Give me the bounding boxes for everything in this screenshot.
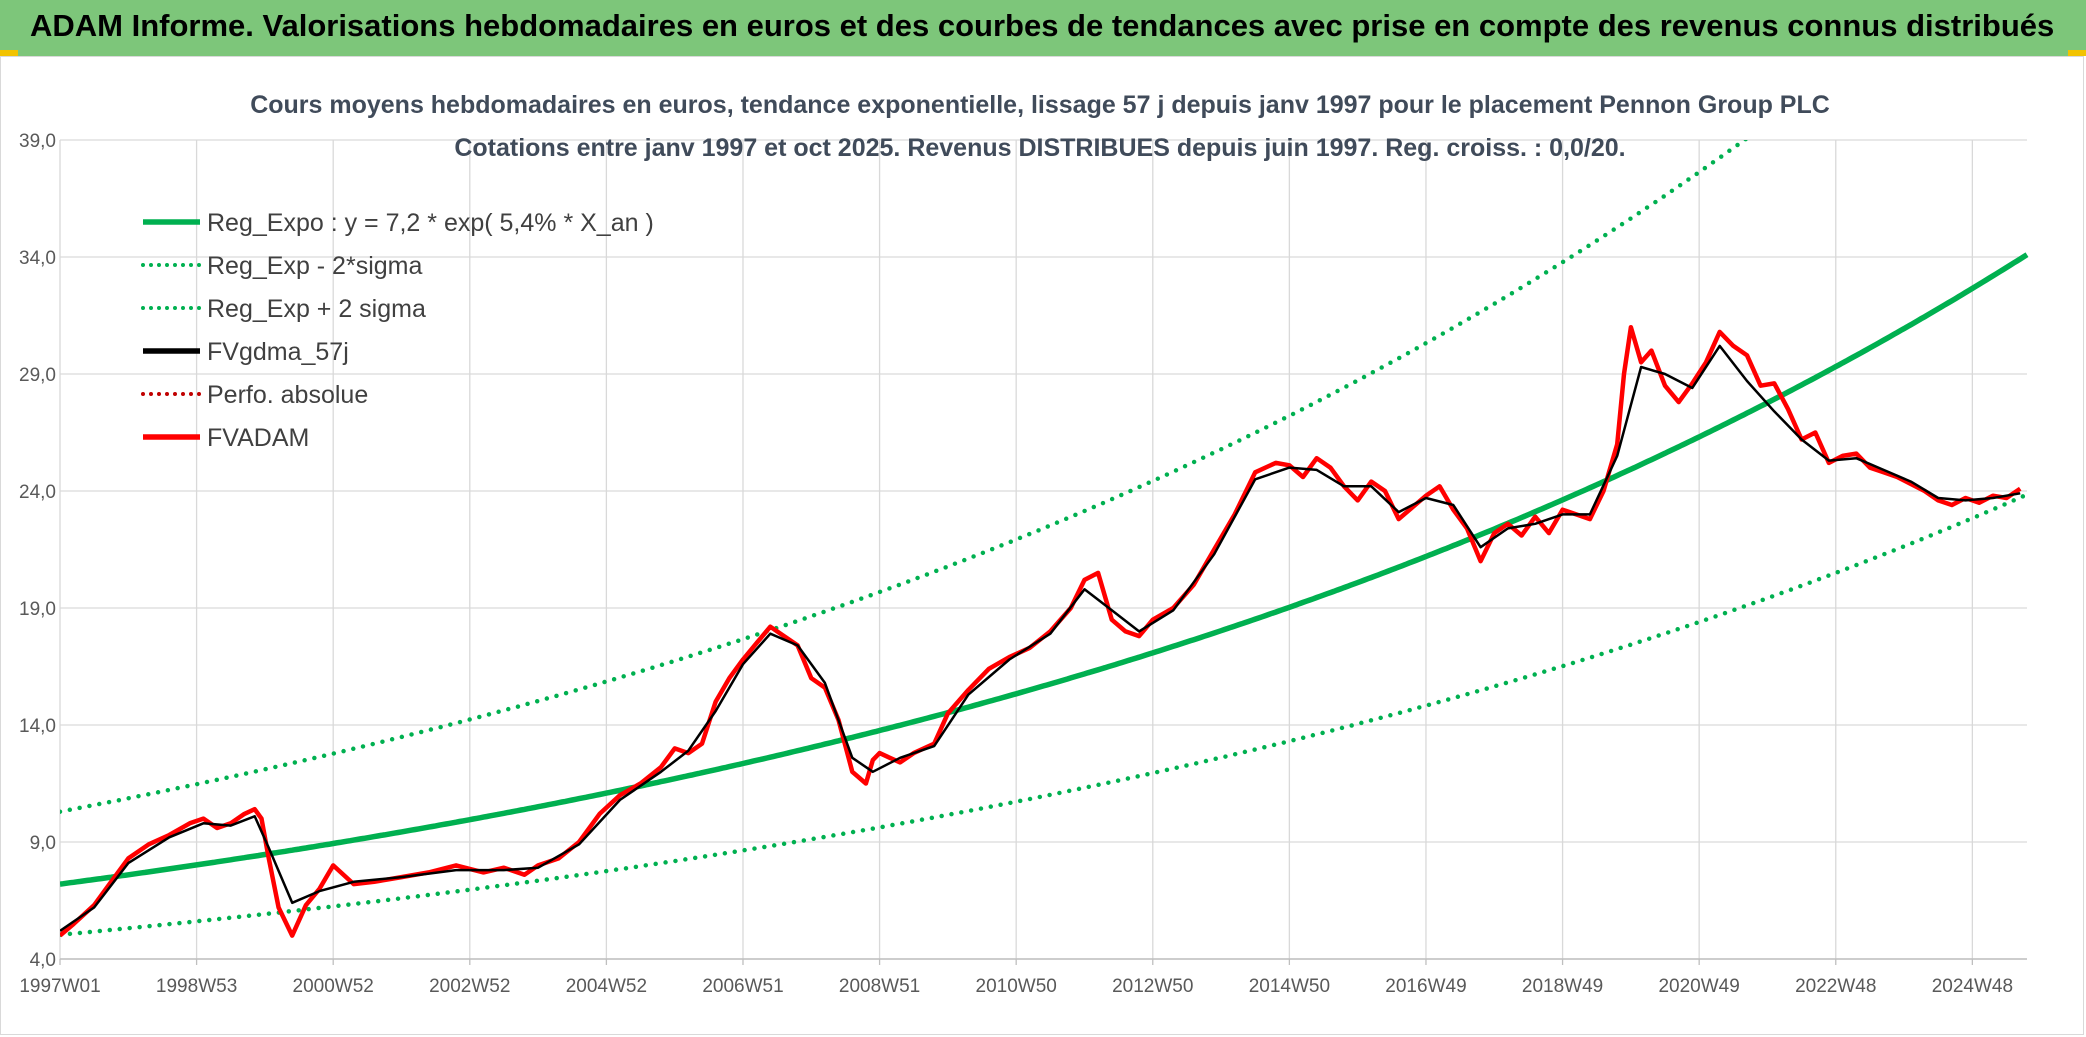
x-tick-label: 2006W51 — [702, 976, 783, 997]
plot-area — [60, 140, 2030, 938]
legend-label: Reg_Exp - 2*sigma — [207, 252, 422, 280]
corner-mark-left — [0, 50, 18, 56]
x-tick-label: 2024W48 — [1932, 976, 2013, 997]
y-tick-label: 9,0 — [30, 833, 56, 854]
y-tick-label: 14,0 — [19, 716, 56, 737]
y-tick-label: 39,0 — [19, 131, 56, 152]
regression-expo-line — [60, 252, 2029, 887]
regression-minus-2sigma-line — [60, 492, 2030, 938]
fvgdma-series-line — [60, 344, 2021, 932]
header-banner: ADAM Informe. Valorisations hebdomadaire… — [0, 0, 2086, 56]
legend-label: Reg_Exp + 2 sigma — [207, 295, 426, 323]
y-tick-label: 34,0 — [19, 248, 56, 269]
x-tick-label: 2022W48 — [1795, 976, 1876, 997]
legend-label: Perfo. absolue — [207, 381, 368, 409]
y-tick-label: 19,0 — [19, 599, 56, 620]
x-tick-label: 1997W01 — [19, 976, 100, 997]
x-tick-label: 1998W53 — [156, 976, 237, 997]
chart-subtitle: Cotations entre janv 1997 et oct 2025. R… — [454, 134, 1625, 162]
legend-label: FVgdma_57j — [207, 338, 349, 366]
y-axis-ticks: 4,0 9,0 14,0 19,0 24,0 29,0 34,0 39,0 — [19, 131, 56, 971]
y-tick-label: 4,0 — [30, 950, 56, 971]
x-tick-label: 2002W52 — [429, 976, 510, 997]
fvadam-series-line — [60, 324, 2022, 938]
x-tick-label: 2000W52 — [293, 976, 374, 997]
page-title: ADAM Informe. Valorisations hebdomadaire… — [30, 8, 2055, 43]
y-tick-label: 29,0 — [19, 365, 56, 386]
x-tick-label: 2010W50 — [976, 976, 1057, 997]
legend: Reg_Expo : y = 7,2 * exp( 5,4% * X_an ) R… — [141, 209, 654, 452]
legend-label: FVADAM — [207, 424, 309, 452]
legend-label: Reg_Expo : y = 7,2 * exp( 5,4% * X_an ) — [207, 209, 654, 237]
x-tick-label: 2008W51 — [839, 976, 920, 997]
x-tick-label: 2004W52 — [566, 976, 647, 997]
x-tick-label: 2012W50 — [1112, 976, 1193, 997]
y-tick-label: 24,0 — [19, 482, 56, 503]
chart-title: Cours moyens hebdomadaires en euros, ten… — [250, 91, 1830, 119]
x-tick-label: 2016W49 — [1385, 976, 1466, 997]
x-tick-label: 2014W50 — [1249, 976, 1330, 997]
x-axis-ticks: 1997W01 1998W53 2000W52 2002W52 2004W52 2006W… — [19, 976, 2013, 997]
x-tick-label: 2018W49 — [1522, 976, 1603, 997]
x-tick-label: 2020W49 — [1658, 976, 1739, 997]
corner-mark-right — [2068, 50, 2086, 56]
chart-frame — [0, 56, 2084, 1035]
